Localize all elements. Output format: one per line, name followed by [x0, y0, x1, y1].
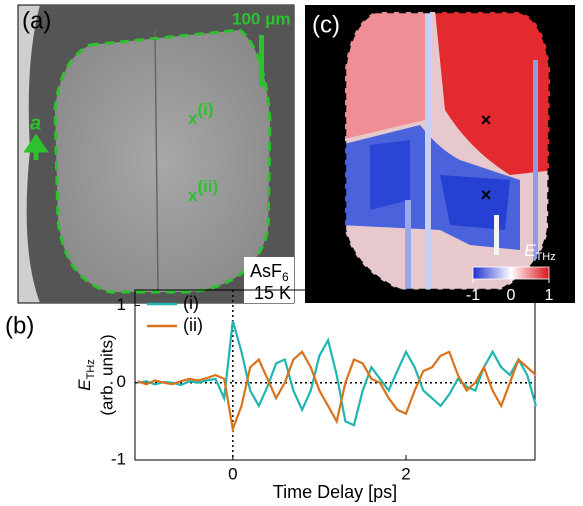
marker: x — [188, 186, 198, 205]
temperature: 15 K — [254, 283, 291, 303]
x-tick-label: 0 — [228, 464, 237, 483]
panel-label: (b) — [5, 312, 34, 339]
y-tick-label: 1 — [117, 295, 126, 314]
panel-c: × × (c) ETHz — [305, 5, 575, 303]
series-line — [137, 350, 537, 434]
x-tick-label: 2 — [401, 464, 410, 483]
colorbar-label-main: E — [524, 241, 536, 260]
marker-sup: (i) — [197, 100, 213, 119]
panel-label: (a) — [22, 7, 51, 34]
scale-bar — [259, 35, 264, 87]
label-box — [244, 257, 294, 303]
colorbar-tick-label: -1 — [466, 287, 480, 304]
colorbar-tick-label: 1 — [545, 287, 554, 304]
scale-bar-label: 100 μm — [232, 9, 291, 28]
marker-sup: (ii) — [197, 177, 218, 196]
marker: x — [188, 109, 198, 128]
y-axis-label-main: E — [75, 379, 94, 391]
axis-arrow — [23, 133, 49, 160]
y-axis-label-sub: THz — [85, 359, 97, 379]
outline — [53, 28, 272, 294]
sample-label: AsF6 — [250, 261, 289, 284]
marker-label: x(ii) — [188, 177, 218, 205]
axis-letter: a — [30, 112, 41, 134]
cross: × — [481, 110, 492, 130]
colorbar-tick-label: 0 — [507, 287, 516, 304]
sample: AsF — [250, 261, 282, 281]
x-axis-label: Time Delay [ps] — [273, 482, 397, 502]
legend-label: (i) — [183, 293, 199, 313]
panel-a: (a) 100 μm a x(i) x(ii) AsF6 15 K — [17, 4, 295, 304]
colorbar-label-sub: THz — [536, 251, 556, 263]
y-tick-label: 0 — [117, 372, 126, 391]
crystal — [55, 30, 270, 292]
legend-label: (ii) — [183, 315, 203, 335]
thz-map — [345, 12, 550, 290]
marker-label: x(i) — [188, 100, 214, 128]
y-axis-units: (arb. units) — [97, 334, 116, 415]
colorbar — [472, 266, 550, 280]
y-tick-label: -1 — [111, 449, 126, 468]
y-axis-label: ETHz — [75, 359, 96, 391]
sample-sub: 6 — [282, 270, 289, 284]
panel-label: (c) — [312, 11, 340, 38]
crack — [154, 29, 159, 291]
colorbar-label: ETHz — [524, 241, 556, 262]
series-line — [137, 320, 537, 427]
cross: × — [481, 185, 492, 205]
